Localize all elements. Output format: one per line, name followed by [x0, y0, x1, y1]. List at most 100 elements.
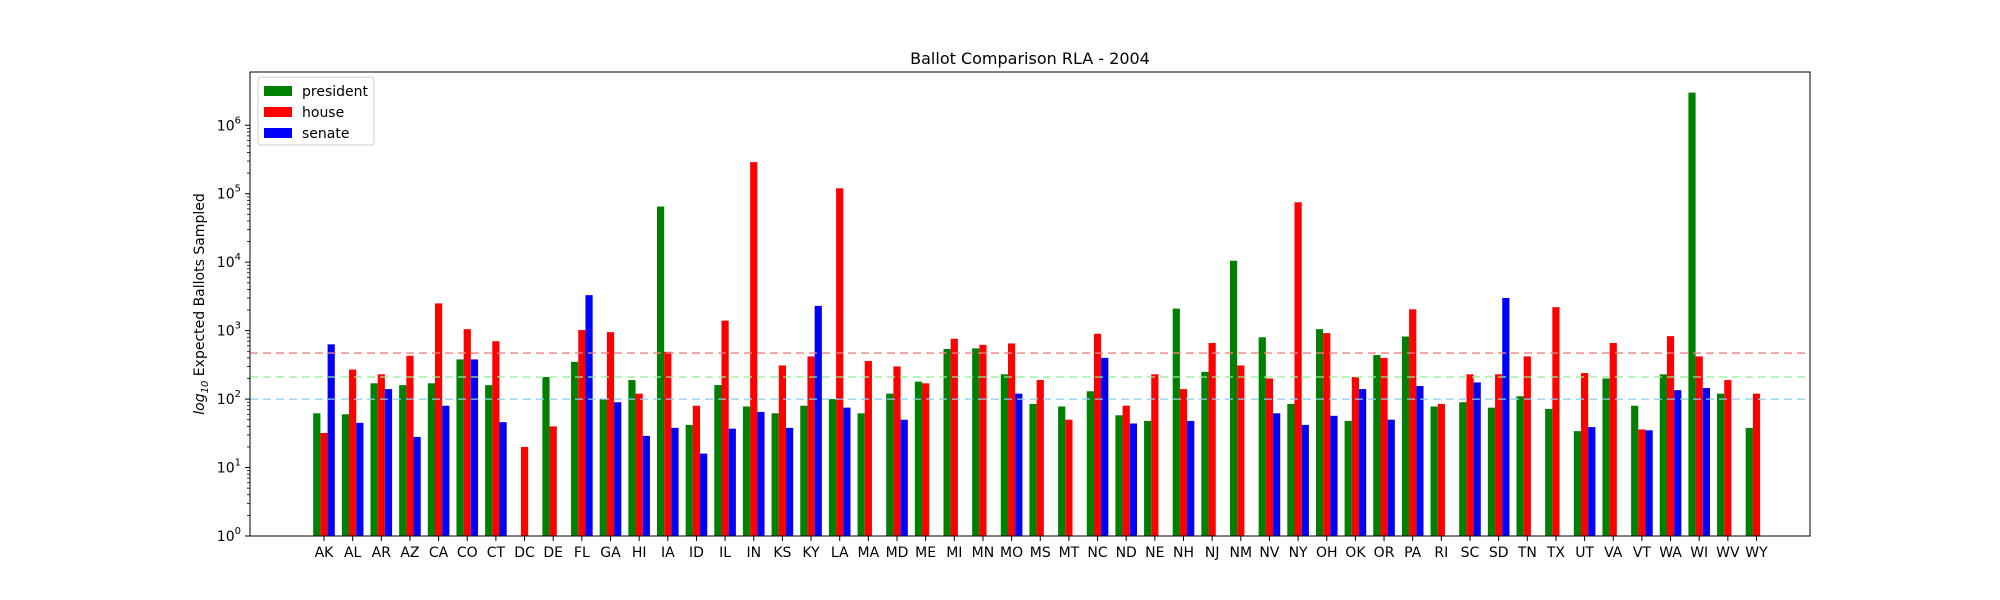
bar-house-ga [606, 332, 615, 536]
x-tick-label-nm: NM [1230, 545, 1253, 561]
bar-president-wy [1745, 427, 1753, 536]
legend-swatch-president [264, 86, 292, 96]
bar-house-mt [1065, 419, 1073, 536]
bar-house-nc [1093, 333, 1102, 536]
bar-president-va [1602, 378, 1610, 536]
bar-president-ar [370, 383, 378, 536]
bar-senate-oh [1330, 415, 1338, 536]
bar-senate-ak [327, 344, 335, 536]
bar-president-ia [657, 206, 665, 536]
bar-senate-ok [1359, 389, 1367, 536]
x-tick-label-ks: KS [773, 545, 791, 561]
x-tick-label-tx: TX [1546, 545, 1566, 561]
bar-president-mn [972, 348, 980, 536]
x-tick-label-ga: GA [600, 545, 621, 561]
bar-house-ok [1351, 377, 1359, 536]
bar-house-nm [1237, 365, 1245, 536]
bar-house-nd [1122, 405, 1130, 536]
bar-house-oh [1323, 333, 1331, 536]
bar-senate-pa [1416, 386, 1424, 536]
x-tick-label-va: VA [1604, 545, 1623, 561]
y-tick-label: 101 [217, 458, 241, 477]
bar-president-ok [1344, 420, 1352, 536]
x-tick-label-ky: KY [802, 545, 820, 561]
bar-president-nv [1258, 337, 1266, 536]
bar-house-mn [979, 344, 987, 536]
bar-house-pa [1409, 309, 1417, 536]
bar-president-ks [771, 413, 779, 536]
bar-senate-ny [1301, 424, 1309, 536]
bar-house-vt [1638, 429, 1646, 536]
y-tick-label: 102 [217, 389, 241, 408]
bar-president-or [1373, 355, 1381, 536]
bar-senate-vt [1645, 430, 1653, 536]
x-tick-label-hi: HI [632, 545, 647, 561]
bar-house-nv [1265, 378, 1274, 536]
x-tick-label-sc: SC [1461, 545, 1480, 561]
legend: president house senate [257, 76, 375, 146]
bar-senate-ky [814, 305, 822, 536]
bar-house-co [463, 329, 471, 536]
bar-president-ga [599, 399, 607, 536]
bar-senate-nv [1273, 413, 1281, 536]
bar-president-tx [1545, 408, 1553, 536]
bar-president-ct [485, 385, 493, 536]
bar-president-ny [1287, 403, 1295, 536]
legend-label-president: president [302, 84, 369, 100]
bar-president-ak [313, 413, 321, 536]
bar-senate-ks [786, 427, 794, 536]
bar-house-ri [1437, 403, 1445, 536]
bar-house-me [922, 383, 930, 536]
bar-house-ut [1581, 373, 1589, 536]
axes-frame [249, 71, 1811, 537]
bar-house-nh [1179, 389, 1188, 536]
x-tick-label-mt: MT [1059, 545, 1080, 561]
x-tick-label-wi: WI [1690, 545, 1708, 561]
x-tick-label-al: AL [344, 545, 362, 561]
y-axis-label: log10 Expected Ballots Sampled [192, 193, 211, 414]
bar-house-mi [950, 338, 958, 536]
x-tick-label-il: IL [719, 545, 731, 561]
x-tick-label-mo: MO [1000, 545, 1023, 561]
bar-senate-wi [1702, 388, 1710, 536]
x-tick-label-la: LA [831, 545, 849, 561]
bar-house-id [692, 405, 701, 536]
bar-house-va [1609, 342, 1617, 536]
bar-senate-ca [442, 405, 450, 536]
x-tick-label-ia: IA [661, 545, 675, 561]
x-axis: AK AL AR AZ CA CO CT DC DE FL GA HI IA ID IL IN KS KY LA MA… [315, 536, 1768, 561]
bar-president-nj [1201, 371, 1209, 536]
x-tick-label-co: CO [457, 545, 478, 561]
bar-president-ms [1029, 403, 1037, 536]
bar-senate-sc [1473, 382, 1481, 536]
x-tick-label-pa: PA [1404, 545, 1422, 561]
bar-senate-nh [1187, 420, 1195, 536]
bar-president-vt [1631, 405, 1639, 536]
bar-house-tn [1523, 356, 1531, 536]
bar-house-ca [435, 303, 443, 536]
bar-house-or [1380, 357, 1388, 536]
legend-swatch-senate [264, 128, 292, 138]
y-tick-label: 100 [217, 526, 241, 545]
x-tick-label-ut: UT [1575, 545, 1594, 561]
bar-senate-fl [585, 295, 593, 536]
x-tick-label-ok: OK [1345, 545, 1366, 561]
x-tick-label-nh: NH [1173, 545, 1194, 561]
bar-house-az [406, 355, 414, 536]
bar-house-fl [578, 330, 586, 536]
x-tick-label-wy: WY [1745, 545, 1768, 561]
x-tick-label-mn: MN [972, 545, 995, 561]
bar-house-la [836, 188, 844, 537]
x-tick-label-md: MD [886, 545, 909, 561]
bar-president-de [542, 377, 550, 536]
bar-senate-co [470, 359, 479, 536]
bar-house-ar [377, 374, 385, 536]
bar-senate-nc [1101, 357, 1109, 536]
bar-senate-mo [1015, 393, 1023, 536]
bar-house-mo [1008, 343, 1016, 536]
bar-president-md [886, 393, 894, 536]
bar-president-mi [943, 348, 951, 536]
x-tick-label-ak: AK [315, 545, 335, 561]
bar-president-nh [1172, 308, 1180, 536]
x-tick-label-oh: OH [1316, 545, 1338, 561]
